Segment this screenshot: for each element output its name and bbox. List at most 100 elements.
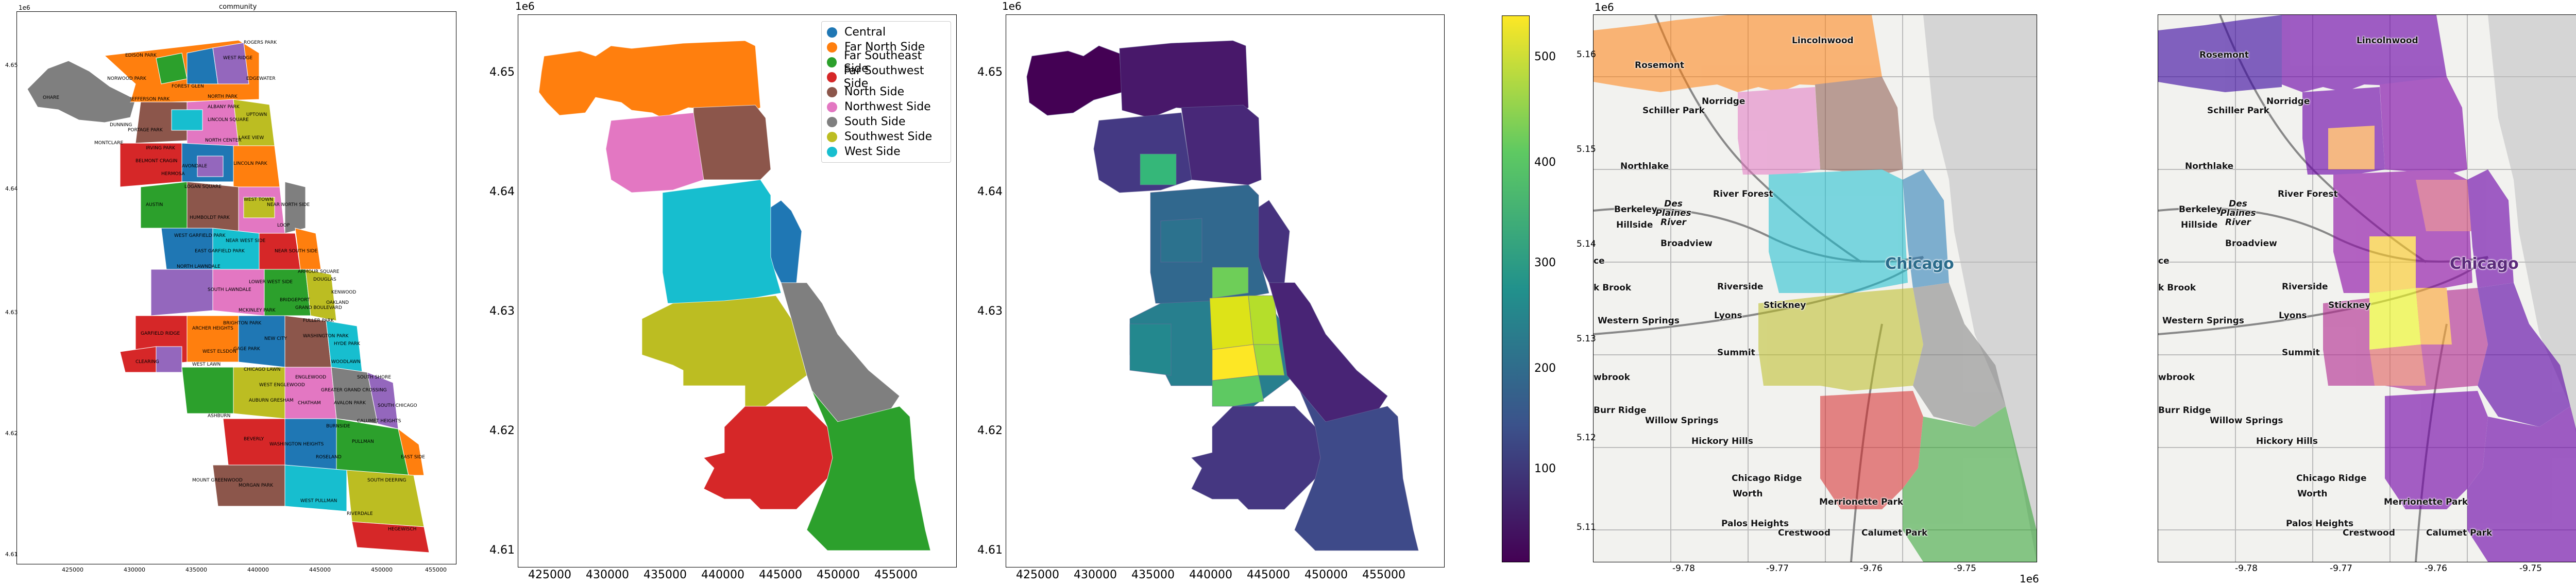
- place-label: Rosemont: [2199, 50, 2249, 60]
- place-label: Des Plaines River: [2220, 199, 2256, 228]
- area-label: WEST TOWN: [244, 197, 273, 202]
- colorbar-tick: 500: [1534, 50, 1556, 63]
- far-north-overlay: [1594, 15, 1882, 92]
- legend-swatch: [827, 87, 837, 97]
- x-tick: -9.76: [1860, 563, 1883, 574]
- legend-item: Central: [827, 25, 945, 40]
- place-label: Berkeley: [1614, 204, 1657, 215]
- area-label: BELMONT CRAGIN: [135, 159, 178, 164]
- area-label: GAGE PARK: [233, 347, 260, 352]
- x-tick: -9.75: [2519, 563, 2542, 574]
- area-west-arm2: [156, 346, 182, 373]
- area-label: UPTOWN: [246, 112, 267, 117]
- y-tick: 5.15: [1577, 144, 1596, 154]
- choropleth-axes: [1006, 14, 1445, 567]
- north-area: [1181, 105, 1262, 185]
- side-map-axes: Central Far North Side Far Southeast Sid…: [518, 14, 957, 567]
- area-label: NEAR WEST SIDE: [226, 238, 266, 244]
- side-map-shapes: [538, 40, 931, 551]
- area-label: EAST SIDE: [401, 455, 425, 460]
- place-label: Lincolnwood: [2357, 36, 2418, 46]
- legend-label: Southwest Side: [844, 130, 933, 143]
- legend-label: Far Southeast Side: [844, 49, 922, 75]
- southwest-overlay: [1758, 288, 1923, 391]
- y-tick: 5.14: [1577, 239, 1596, 249]
- colorbar: [1502, 15, 1530, 562]
- hot-area-1: [1212, 267, 1249, 299]
- y-tick: 5.12: [1577, 433, 1596, 443]
- place-label: Merrionette Park: [1819, 497, 1904, 507]
- y-tick: 4.64: [5, 185, 18, 192]
- place-label: Stickney: [1764, 300, 1806, 311]
- y-tick: 5.13: [1577, 334, 1596, 344]
- side-map-panel: 1e6 Central Far North Side Far Southeast…: [466, 0, 961, 584]
- area-label: NORTH LAWNDALE: [177, 264, 221, 269]
- x-tick: 440000: [247, 566, 269, 573]
- choropleth-shapes: [1026, 40, 1419, 551]
- area-west-b: [187, 181, 239, 234]
- legend-item: South Side: [827, 114, 945, 129]
- area-label: CALUMET HEIGHTS: [357, 419, 401, 424]
- area-label: MONTCLARE: [94, 141, 124, 146]
- colorbar-tick: 300: [1534, 256, 1556, 269]
- area-label: SOUTH CHICAGO: [378, 403, 417, 408]
- area-label: ENGLEWOOD: [295, 375, 327, 380]
- area-ff-d: [351, 521, 430, 553]
- place-label: Stickney: [2328, 300, 2371, 311]
- y-tick: 4.64: [489, 185, 515, 198]
- place-label: Crestwood: [1778, 528, 1831, 538]
- place-label: River Forest: [1713, 189, 1773, 199]
- place-label: Palos Heights: [1721, 519, 1789, 529]
- area-label: WEST GARFIELD PARK: [174, 233, 226, 238]
- south-overlay: [1913, 283, 2006, 427]
- basemap-density-panel: 1e6: [2143, 0, 2576, 584]
- place-label: Broadview: [2225, 238, 2277, 249]
- area-label: LOGAN SQUARE: [184, 184, 222, 190]
- area-label: LOWER WEST SIDE: [249, 280, 293, 285]
- area-label: RIVERDALE: [347, 511, 373, 517]
- area-mid-d: [295, 228, 321, 270]
- area-label: MOUNT GREENWOOD: [192, 478, 243, 483]
- x-tick: 450000: [1304, 569, 1348, 581]
- area-label: KENWOOD: [331, 290, 357, 295]
- place-label: Western Springs: [2162, 316, 2244, 326]
- basemap-sides-panel: 1e6 1e6: [1577, 0, 2050, 585]
- area-far-north-2: [156, 53, 188, 84]
- x-tick: 445000: [759, 569, 802, 581]
- colorbar-tick: 100: [1534, 462, 1556, 475]
- place-label: Des Plaines River: [1655, 199, 1691, 228]
- hot-area-4: [1212, 344, 1259, 381]
- place-label: ce: [1594, 256, 1605, 266]
- area-label: LAKE VIEW: [239, 135, 264, 141]
- area-label: NEAR SOUTH SIDE: [275, 249, 318, 254]
- area-label: SOUTH LAWNDALE: [208, 287, 251, 292]
- far-southwest-area: [1191, 406, 1321, 510]
- area-ss-b: [233, 367, 285, 419]
- area-label: NORWOOD PARK: [107, 76, 146, 81]
- hot-area-6: [1212, 375, 1264, 407]
- y-scale-label: 1e6: [1002, 0, 1022, 12]
- area-label: AVONDALE: [182, 164, 208, 169]
- area-label: BRIDGEPORT: [280, 298, 310, 303]
- area-label: EDGEWATER: [246, 76, 276, 81]
- place-label: wbrook: [2158, 372, 2195, 383]
- place-label: Chicago: [2450, 255, 2519, 273]
- place-label: Riverside: [1717, 282, 1764, 292]
- far-southwest-overlay: [1820, 391, 1923, 509]
- lake-michigan: [1923, 15, 2037, 562]
- x-tick: 425000: [528, 569, 571, 581]
- legend-item: Southwest Side: [827, 129, 945, 144]
- hot-overlay-3: [2416, 288, 2452, 345]
- lake-michigan: [2488, 15, 2576, 433]
- hot-overlay-4: [2369, 345, 2426, 386]
- place-label: Chicago Ridge: [2296, 473, 2367, 484]
- place-label: Hickory Hills: [2256, 436, 2318, 446]
- place-label: Burr Ridge: [1594, 405, 1647, 416]
- y-tick: 4.62: [977, 424, 1003, 437]
- place-label: Schiller Park: [1642, 106, 1705, 116]
- area-label: CHATHAM: [298, 401, 321, 406]
- x-scale-label: 1e6: [2020, 573, 2039, 585]
- place-label: Lyons: [2279, 311, 2307, 321]
- nw-hot-overlay: [2328, 126, 2375, 169]
- area-west-e: [284, 181, 306, 234]
